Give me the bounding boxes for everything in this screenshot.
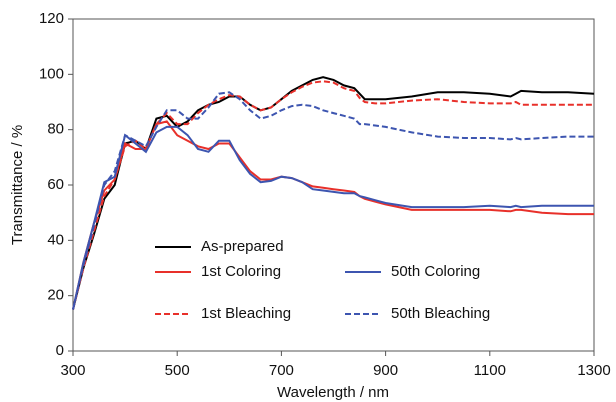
legend-label: 50th Bleaching <box>391 305 490 322</box>
x-tick-label: 1100 <box>474 362 506 379</box>
series-line <box>72 76 595 310</box>
series-line <box>72 91 594 310</box>
legend-label: 1st Coloring <box>201 263 281 280</box>
x-tick-label: 300 <box>60 362 85 379</box>
y-tick-label: 0 <box>56 342 64 359</box>
x-tick-label: 1300 <box>577 362 610 379</box>
y-tick-label: 40 <box>47 231 64 248</box>
legend-label: 1st Bleaching <box>201 305 291 322</box>
x-axis-label: Wavelength / nm <box>277 384 389 401</box>
y-tick-label: 20 <box>47 287 64 304</box>
y-tick-label: 80 <box>47 121 64 138</box>
y-axis-label: Transmittance / % <box>9 125 26 245</box>
x-tick-label: 500 <box>165 362 190 379</box>
legend-label: As-prepared <box>201 238 284 255</box>
y-tick-label: 100 <box>39 65 64 82</box>
series-line <box>72 80 594 310</box>
y-tick-label: 60 <box>47 176 64 193</box>
x-tick-label: 900 <box>373 362 398 379</box>
x-tick-label: 700 <box>269 362 294 379</box>
y-tick-label: 120 <box>39 10 64 27</box>
plot-frame <box>72 18 595 352</box>
legend-label: 50th Coloring <box>391 263 480 280</box>
series-line <box>72 120 594 310</box>
series-line <box>72 125 594 310</box>
